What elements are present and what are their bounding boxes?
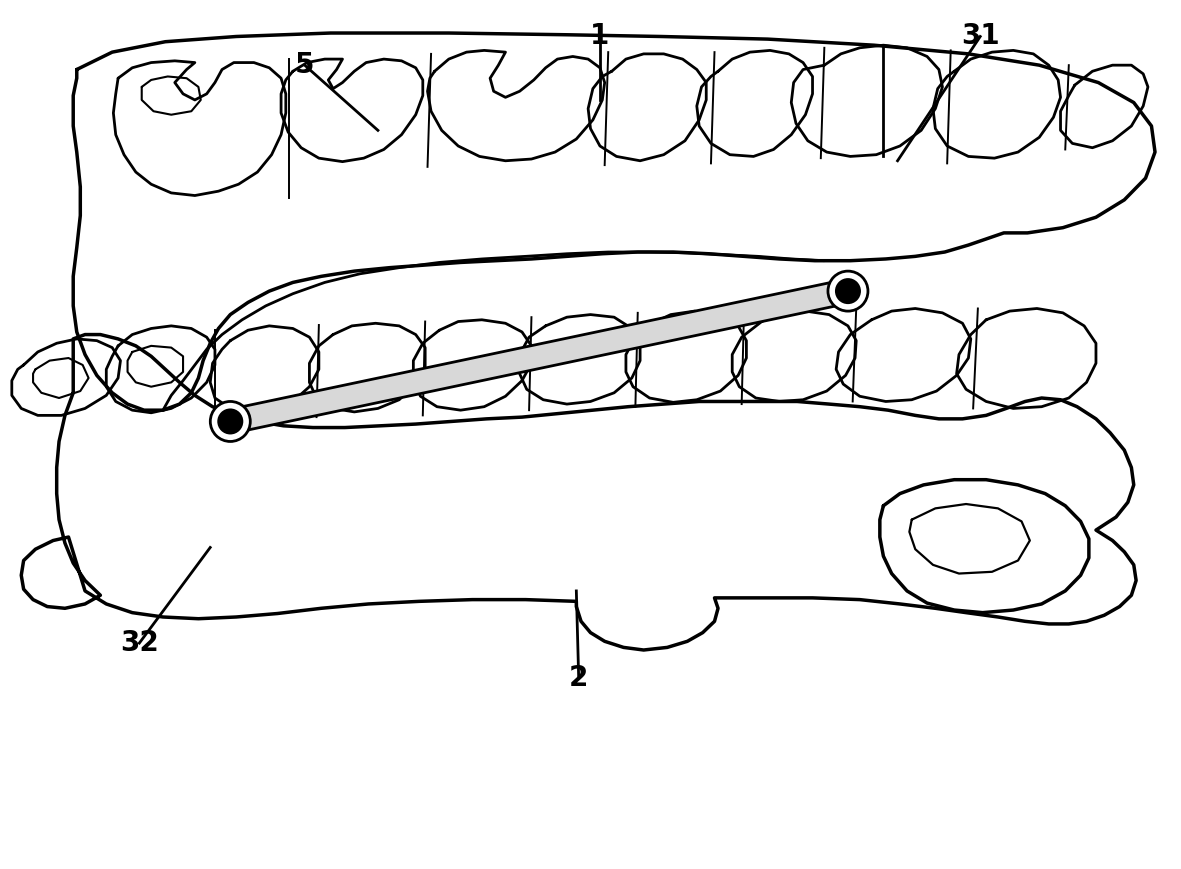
Circle shape bbox=[835, 278, 861, 304]
Text: 1: 1 bbox=[590, 23, 609, 50]
Circle shape bbox=[217, 408, 243, 434]
Circle shape bbox=[210, 401, 250, 441]
Circle shape bbox=[828, 271, 868, 311]
Text: 2: 2 bbox=[569, 664, 588, 692]
Text: 5: 5 bbox=[295, 51, 314, 79]
Polygon shape bbox=[228, 279, 850, 434]
Text: 31: 31 bbox=[961, 23, 999, 50]
Text: 32: 32 bbox=[120, 629, 158, 657]
